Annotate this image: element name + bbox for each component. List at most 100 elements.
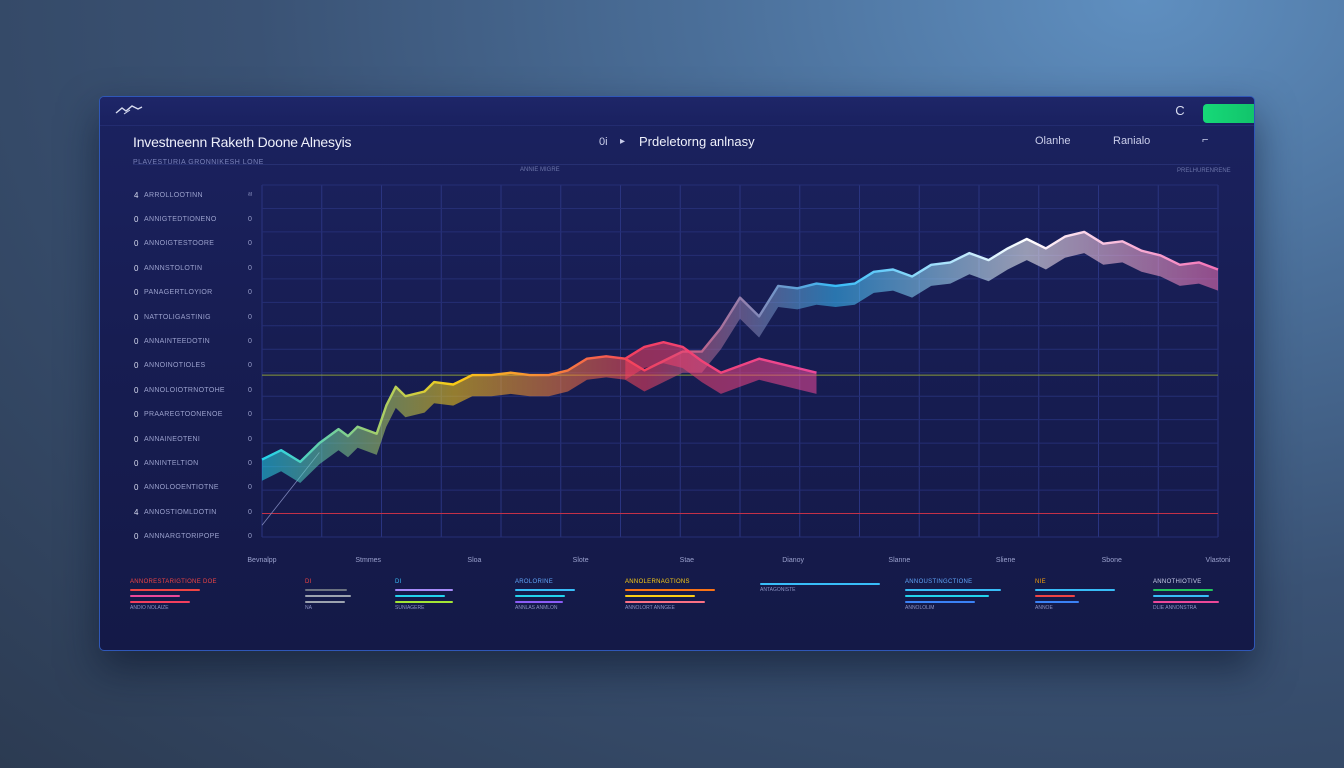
sidebar-row[interactable]: 0 ANNOLOIOTRNOTOHE 0 <box>134 378 264 402</box>
sidebar-row[interactable]: 0 ANNINTELTION 0 <box>134 451 264 475</box>
sidebar-row-value: ᵃᵗ <box>248 191 253 199</box>
legend-swatch-line <box>905 589 1001 591</box>
legend-group-title: ANNORESTARIGTIONE DOE <box>130 579 217 585</box>
legend-group-title: NIE <box>1035 579 1046 585</box>
sidebar-row[interactable]: 0 ANNOINOTIOLES 0 <box>134 354 264 378</box>
legend-swatch-line <box>1153 589 1213 591</box>
sidebar-row[interactable]: 0 ANNIGTEDTIONENO 0 <box>134 207 264 231</box>
sidebar-row-index: 0 <box>134 410 139 420</box>
legend-group-caption: ANTAGONISTE <box>760 587 796 593</box>
sidebar-row-index: 0 <box>134 385 139 395</box>
sidebar-list: 4 ARROLLOOTINN ᵃᵗ 0 ANNIGTEDTIONENO 0 0 ANNOIGT… <box>134 183 264 549</box>
sidebar-row-value: 0 <box>248 411 252 419</box>
legend-group-caption: ANDIO NOLAIZE <box>130 605 169 611</box>
series-line-1 <box>261 230 1219 464</box>
legend-group: AROLORINE ANNLAS ANMLON <box>515 579 575 611</box>
refresh-icon[interactable]: C <box>1175 103 1185 118</box>
sidebar-row-value: 0 <box>248 240 252 248</box>
right-subtitle: PRELHURENRENE <box>1177 168 1231 174</box>
legend-group-title: ANNOTHIOTIVE <box>1153 579 1202 585</box>
title-bar: C <box>100 97 1254 126</box>
x-tick-label: Bevnalpp <box>247 557 276 564</box>
app-window: C Investneenn Raketh Doone Alnesyis PLAV… <box>99 96 1255 651</box>
sidebar-row-label: PRAAREGTOONENOE <box>144 411 223 419</box>
legend-group-caption: ANNOLORT ANNGEE <box>625 605 675 611</box>
legend-group: ANNOUSTINGCTIONE ANNOLOLIM <box>905 579 1001 611</box>
nav-item-1[interactable]: Olanhe <box>1035 135 1071 147</box>
legend-group-caption: NA <box>305 605 312 611</box>
line-chart: Bevnalpp Stmmes Sloa Slote Stae Dianoy Slanne S… <box>247 184 1231 564</box>
legend-group-caption: ANNOLOLIM <box>905 605 935 611</box>
sidebar-row-index: 0 <box>134 532 139 542</box>
sidebar-row[interactable]: 0 PRAAREGTOONENOE 0 <box>134 403 264 427</box>
x-tick-label: Slote <box>573 557 589 564</box>
sidebar-row-value: 0 <box>248 313 252 321</box>
legend-swatch-line <box>130 601 190 603</box>
sidebar-row[interactable]: 0 ANNAINEOTENI 0 <box>134 427 264 451</box>
sidebar-row-index: 0 <box>134 312 139 322</box>
sidebar-row[interactable]: 0 ANNAINTEEDOTIN 0 <box>134 329 264 353</box>
sidebar-row[interactable]: 0 ANNNSTOLOTIN 0 <box>134 256 264 280</box>
legend-group: NIE ANNOE <box>1035 579 1115 611</box>
legend-swatch-line <box>1153 601 1219 603</box>
sidebar-row-value: 0 <box>248 338 252 346</box>
legend-group: DI SUNIAGERE <box>395 579 453 611</box>
legend-group-title: ANNOUSTINGCTIONE <box>905 579 973 585</box>
sidebar-row-label: ANNOSTIOMLDOTIN <box>144 508 217 516</box>
sidebar-row-index: 4 <box>134 190 139 200</box>
legend-group-title: AROLORINE <box>515 579 554 585</box>
legend-group-title: DI <box>305 579 312 585</box>
x-tick-label: Vlastoni <box>1206 557 1231 564</box>
sidebar-row-label: ANNAINTEEDOTIN <box>144 338 211 346</box>
x-tick-label: Sbone <box>1102 557 1122 564</box>
legend-swatch-line <box>305 601 345 603</box>
legend-group: ANNORESTARIGTIONE DOE ANDIO NOLAIZE <box>130 579 217 611</box>
page-subtitle: PLAVESTURIA GRONNIKESH LONE <box>133 159 264 166</box>
sidebar-row-index: 0 <box>134 288 139 298</box>
sidebar-row[interactable]: 0 ANNOIGTESTOORE 0 <box>134 232 264 256</box>
sidebar-row-label: ANNAINEOTENI <box>144 435 201 443</box>
legend-swatch-line <box>515 595 565 597</box>
sidebar-row-label: ANNOLOIOTRNOTOHE <box>144 386 225 394</box>
sidebar-row-label: ANNOIGTESTOORE <box>144 240 215 248</box>
sidebar-row-value: 0 <box>248 216 252 224</box>
x-tick-label: Stae <box>680 557 695 564</box>
legend-swatch-line <box>905 601 975 603</box>
page-title: Investneenn Raketh Doone Alnesyis <box>133 134 352 150</box>
sidebar-row[interactable]: 0 ANNOLOOENTIOTNE 0 <box>134 476 264 500</box>
sidebar-row[interactable]: 4 ARROLLOOTINN ᵃᵗ <box>134 183 264 207</box>
sidebar-row-value: 0 <box>248 484 252 492</box>
legend-swatch-line <box>905 595 989 597</box>
sidebar-row-value: 0 <box>248 362 252 370</box>
nav-chevron-icon[interactable]: ⌐ <box>1202 134 1209 146</box>
sidebar-row[interactable]: 0 NATTOLIGASTINIG 0 <box>134 305 264 329</box>
legend-swatch-line <box>625 601 705 603</box>
legend-swatch-line <box>625 595 695 597</box>
legend-swatch-line <box>1153 595 1209 597</box>
legend-group-caption: DLIE ANNONSTRA <box>1153 605 1197 611</box>
sidebar-row[interactable]: 0 ANNNARGTORIPOPE 0 <box>134 524 264 548</box>
sidebar-row-value: 0 <box>248 264 252 272</box>
primary-action-button[interactable] <box>1203 104 1254 123</box>
legend-group: ANNOTHIOTIVE DLIE ANNONSTRA <box>1153 579 1219 611</box>
sidebar-row-label: ANNOINOTIOLES <box>144 362 206 370</box>
nav-item-2[interactable]: Ranialo <box>1113 135 1151 147</box>
legend-footer: ANNORESTARIGTIONE DOE ANDIO NOLAIZE DI NA DI… <box>130 579 1230 639</box>
legend-group: ANNOLERNAGTIONS ANNOLORT ANNGEE <box>625 579 715 611</box>
legend-swatch-line <box>130 595 180 597</box>
center-tab-title[interactable]: Prdeletorng anlnasy <box>639 134 755 149</box>
center-arrow-icon: ▸ <box>620 136 626 147</box>
x-tick-label: Sliene <box>996 557 1016 564</box>
sidebar-row-index: 0 <box>134 434 139 444</box>
legend-swatch-line <box>395 595 445 597</box>
legend-group-title: ANNOLERNAGTIONS <box>625 579 690 585</box>
sidebar-row[interactable]: 0 PANAGERTLOYIOR 0 <box>134 281 264 305</box>
legend-group-caption: ANNLAS ANMLON <box>515 605 558 611</box>
sidebar-row[interactable]: 4 ANNOSTIOMLDOTIN 0 <box>134 500 264 524</box>
sidebar-row-label: ANNNSTOLOTIN <box>144 264 203 272</box>
sidebar-row-value: 0 <box>248 459 252 467</box>
legend-group: ANTAGONISTE <box>760 579 880 593</box>
header-divider <box>133 164 1220 165</box>
legend-group-caption: SUNIAGERE <box>395 605 425 611</box>
sidebar-row-index: 0 <box>134 458 139 468</box>
